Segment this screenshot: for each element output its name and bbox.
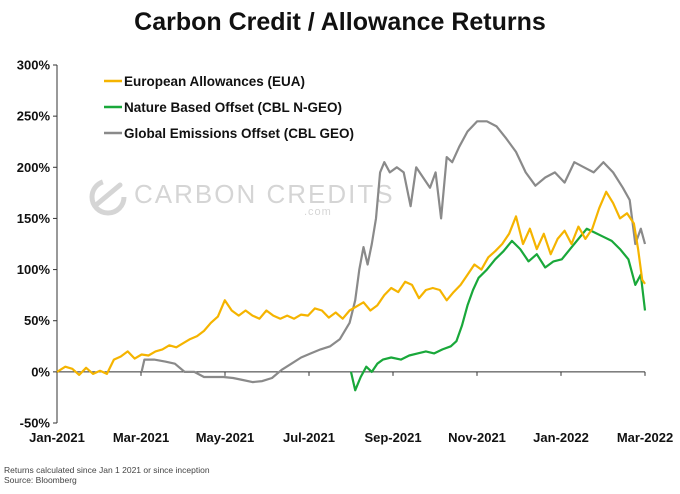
- legend-label: European Allowances (EUA): [124, 74, 305, 89]
- legend-label: Global Emissions Offset (CBL GEO): [124, 126, 354, 141]
- legend-label: Nature Based Offset (CBL N-GEO): [124, 100, 342, 115]
- watermark-brand: CARBON CREDITS: [134, 179, 395, 209]
- carbon-credits-watermark: CARBON CREDITS .com: [86, 175, 393, 224]
- watermark-sub: .com: [304, 206, 332, 218]
- y-tick-label: 0%: [31, 364, 50, 379]
- x-tick-label: Jan-2022: [533, 430, 589, 445]
- x-tick-label: Nov-2021: [448, 430, 506, 445]
- footnote: Returns calculated since Jan 1 2021 or s…: [4, 465, 210, 485]
- footnote-source: Source: Bloomberg: [4, 475, 77, 485]
- carbon-credits-logo-icon: [89, 178, 127, 216]
- y-tick-label: 100%: [17, 262, 51, 277]
- series-line-1: [349, 227, 647, 392]
- x-tick-label: Mar-2021: [113, 430, 169, 445]
- footnote-method: Returns calculated since Jan 1 2021 or s…: [4, 465, 210, 475]
- x-tick-label: Sep-2021: [364, 430, 421, 445]
- y-tick-label: 150%: [17, 211, 51, 226]
- x-tick-label: Jan-2021: [29, 430, 85, 445]
- y-tick-label: 300%: [17, 58, 51, 73]
- y-tick-label: -50%: [20, 416, 51, 431]
- x-tick-label: Mar-2022: [617, 430, 673, 445]
- y-tick-label: 200%: [17, 160, 51, 175]
- chart-title: Carbon Credit / Allowance Returns: [134, 8, 546, 36]
- x-tick-label: Jul-2021: [283, 430, 335, 445]
- y-tick-label: 250%: [17, 109, 51, 124]
- y-tick-label: 50%: [24, 313, 50, 328]
- series-line-0: [56, 190, 646, 376]
- series-line-2: [140, 120, 647, 384]
- legend: European Allowances (EUA) Nature Based Of…: [104, 74, 354, 141]
- x-tick-label: May-2021: [196, 430, 255, 445]
